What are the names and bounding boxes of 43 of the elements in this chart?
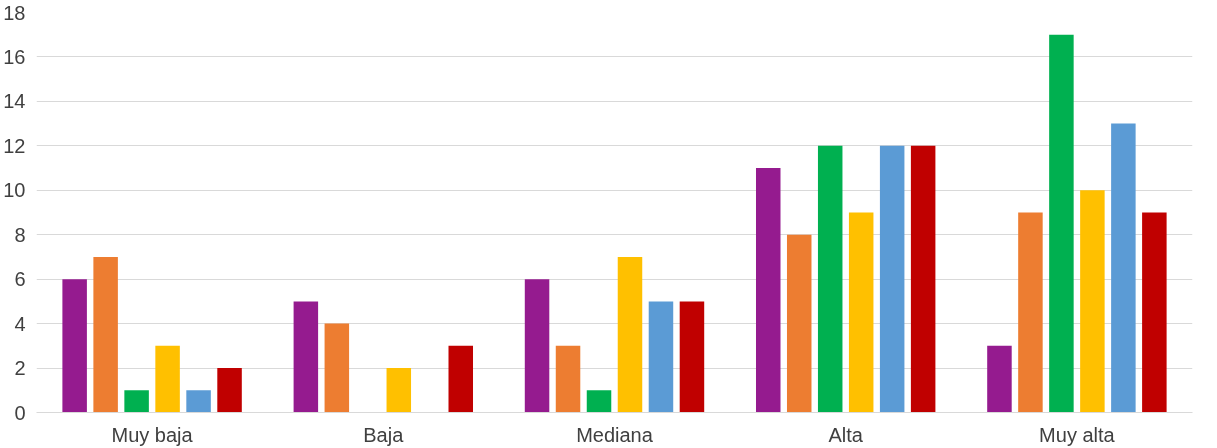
bar xyxy=(124,390,149,413)
y-tick-label: 14 xyxy=(3,90,26,113)
bar xyxy=(155,345,180,413)
bar xyxy=(293,301,319,413)
bar xyxy=(1111,123,1136,413)
bar xyxy=(586,390,612,413)
bar xyxy=(324,323,350,413)
x-tick-label: Alta xyxy=(828,423,864,446)
bar xyxy=(910,145,936,413)
bar xyxy=(555,345,581,413)
bar xyxy=(524,279,550,413)
bar xyxy=(848,212,874,413)
bar xyxy=(1142,212,1167,413)
bar xyxy=(448,345,474,413)
bar xyxy=(217,368,242,413)
bar xyxy=(648,301,674,413)
y-tick-label: 8 xyxy=(14,223,26,246)
bar xyxy=(617,256,643,413)
y-tick-label: 10 xyxy=(3,179,26,202)
bar xyxy=(1018,212,1043,413)
y-tick-label: 0 xyxy=(14,401,26,424)
bar xyxy=(679,301,705,413)
bar xyxy=(817,145,843,413)
bar xyxy=(755,168,781,413)
y-tick-label: 12 xyxy=(3,134,26,157)
y-tick-label: 6 xyxy=(14,268,26,291)
bar xyxy=(786,234,812,413)
y-tick-label: 16 xyxy=(3,45,26,68)
x-tick-label: Baja xyxy=(363,423,405,446)
bar xyxy=(879,145,905,413)
y-tick-label: 4 xyxy=(14,312,26,335)
bar xyxy=(186,390,211,413)
x-tick-label: Muy alta xyxy=(1039,423,1116,446)
bar xyxy=(1049,34,1074,413)
bar xyxy=(386,368,412,413)
bar xyxy=(62,279,87,413)
bar xyxy=(93,256,118,413)
bar xyxy=(987,345,1012,413)
bar xyxy=(1080,190,1105,413)
y-tick-label: 2 xyxy=(14,357,26,380)
y-tick-label: 18 xyxy=(3,1,26,24)
x-tick-label: Muy baja xyxy=(111,423,194,446)
x-tick-label: Mediana xyxy=(576,423,654,446)
